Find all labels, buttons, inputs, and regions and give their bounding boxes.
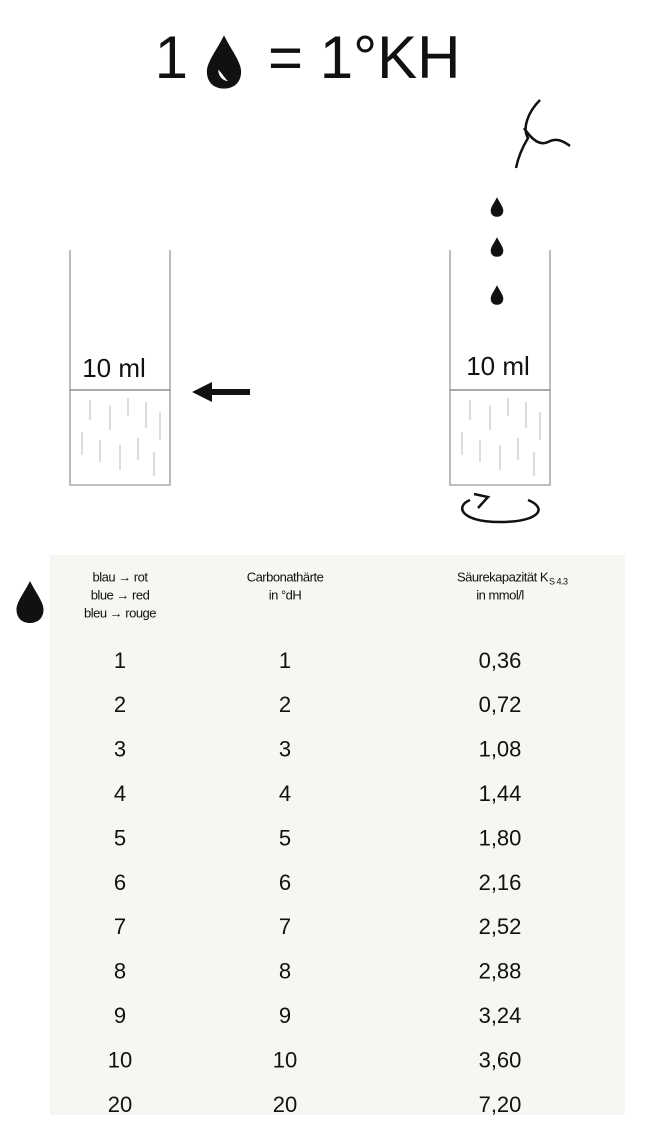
table-cell: 3,24 — [479, 1003, 522, 1028]
table-cell: 8 — [114, 959, 126, 984]
table-cell: 3 — [114, 737, 126, 762]
table-cell: 5 — [114, 825, 126, 850]
table-cell: 1,80 — [479, 825, 522, 850]
table-cell: 7 — [114, 914, 126, 939]
table-cell: 6 — [279, 870, 291, 895]
table-cell: 20 — [108, 1092, 132, 1117]
table-cell: 4 — [279, 781, 291, 806]
page: 1 = 1°KH 10 ml 10 ml — [0, 0, 668, 1124]
table-cell: 8 — [279, 959, 291, 984]
header-cell: in mmol/l — [476, 587, 524, 602]
table-cell: 0,36 — [479, 648, 522, 673]
title-drop — [207, 35, 241, 88]
table-cell: 4 — [114, 781, 126, 806]
table-cell: 1,44 — [479, 781, 522, 806]
arrow — [192, 382, 250, 402]
table-cell: 2 — [114, 692, 126, 717]
table-cell: 0,72 — [479, 692, 522, 717]
stir-icon — [462, 494, 538, 522]
table-drop — [17, 581, 44, 623]
table-cell: 1 — [114, 648, 126, 673]
pipette — [516, 100, 570, 168]
beaker-label: 10 ml — [466, 351, 530, 381]
table-cell: 9 — [279, 1003, 291, 1028]
header-cell: Säurekapazität K — [457, 569, 549, 584]
table-cell: 3 — [279, 737, 291, 762]
table-cell: 2 — [279, 692, 291, 717]
drops — [491, 197, 504, 305]
beaker-label: 10 ml — [82, 353, 146, 383]
header-subscript: S 4.3 — [549, 576, 568, 586]
table-cell: 20 — [273, 1092, 297, 1117]
table-cell: 1 — [279, 648, 291, 673]
table-cell: 9 — [114, 1003, 126, 1028]
table-cell: 2,16 — [479, 870, 522, 895]
table-bg — [50, 555, 625, 1115]
table-cell: 1,08 — [479, 737, 522, 762]
header-cell: bleu → rouge — [84, 605, 156, 620]
table-cell: 7 — [279, 914, 291, 939]
table-cell: 7,20 — [479, 1092, 522, 1117]
table-cell: 10 — [273, 1047, 297, 1072]
table-cell: 5 — [279, 825, 291, 850]
table-cell: 6 — [114, 870, 126, 895]
table-cell: 2,52 — [479, 914, 522, 939]
header-cell: blau → rot — [93, 569, 149, 584]
title-left: 1 — [155, 24, 188, 91]
title-right: = 1°KH — [268, 24, 460, 91]
table-cell: 2,88 — [479, 959, 522, 984]
header-cell: in °dH — [269, 587, 302, 602]
table-cell: 10 — [108, 1047, 132, 1072]
table-cell: 3,60 — [479, 1047, 522, 1072]
header-cell: Carbonathärte — [247, 569, 324, 584]
header-cell: blue → red — [91, 587, 150, 602]
